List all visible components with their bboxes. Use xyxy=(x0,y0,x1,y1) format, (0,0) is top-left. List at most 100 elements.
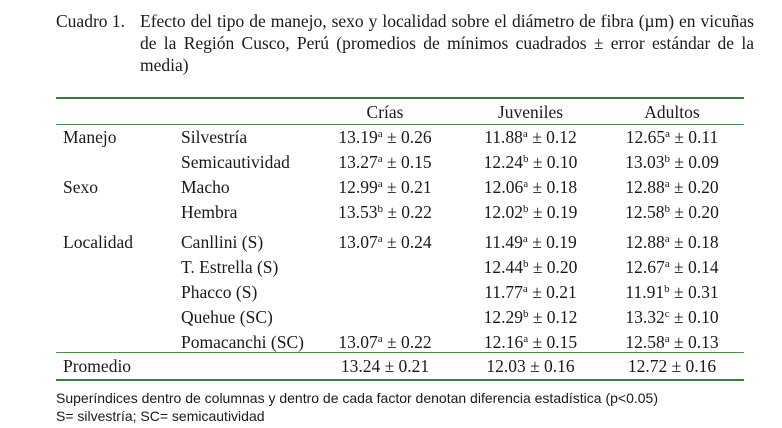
significance-superscript: b xyxy=(664,153,670,165)
significance-superscript: b xyxy=(377,203,383,215)
mean-value: 12.67 xyxy=(625,257,665,277)
significance-superscript: c xyxy=(664,308,670,320)
mean-value: 13.19 xyxy=(338,127,378,147)
total-value-adultos: 12.72 ± 0.16 xyxy=(627,356,717,376)
value-cell-crias: 13.07a ± 0.22 xyxy=(315,331,455,353)
significance-superscript: a xyxy=(522,128,528,140)
value-cell-crias: 13.07a ± 0.24 xyxy=(315,231,455,253)
standard-error: ± 0.10 xyxy=(528,152,578,172)
mean-value: 12.65 xyxy=(625,127,666,147)
value-cell-juveniles: 11.49a ± 0.19 xyxy=(458,231,603,253)
footnote-significance: Superíndices dentro de columnas y dentro… xyxy=(56,390,658,406)
mean-value: 12.88 xyxy=(625,232,665,252)
factor-label: Localidad xyxy=(63,232,133,252)
total-label: Promedio xyxy=(63,356,132,376)
significance-superscript: a xyxy=(664,258,670,270)
value-cell-crias: 13.27a ± 0.15 xyxy=(315,151,455,173)
mean-value: 12.99 xyxy=(338,177,378,197)
standard-error: ± 0.31 xyxy=(669,282,719,302)
standard-error: ± 0.15 xyxy=(528,332,578,352)
value-cell-adultos: 13.32c ± 0.10 xyxy=(608,306,736,328)
standard-error: ± 0.22 xyxy=(382,332,432,352)
value-cell-juveniles: 12.24b ± 0.10 xyxy=(458,151,603,173)
standard-error: ± 0.14 xyxy=(669,257,719,277)
standard-error: ± 0.26 xyxy=(382,127,432,147)
significance-superscript: b xyxy=(664,203,670,215)
significance-superscript: a xyxy=(523,178,529,190)
standard-error: ± 0.20 xyxy=(669,177,719,197)
level-label: Macho xyxy=(181,177,230,197)
standard-error: ± 0.12 xyxy=(528,307,578,327)
significance-superscript: a xyxy=(664,233,670,245)
significance-superscript: b xyxy=(522,203,529,215)
value-cell-adultos: 12.88a ± 0.18 xyxy=(608,231,736,253)
significance-superscript: a xyxy=(523,333,529,345)
significance-superscript: a xyxy=(664,178,670,190)
significance-superscript: b xyxy=(522,308,529,320)
top-rule xyxy=(56,97,744,99)
significance-superscript: a xyxy=(377,153,383,165)
significance-superscript: b xyxy=(664,283,670,295)
standard-error: ± 0.20 xyxy=(528,257,578,277)
level-label: Pomacanchi (SC) xyxy=(181,332,304,352)
footnote-abbreviations: S= silvestría; SC= semicautividad xyxy=(56,408,265,424)
mean-value: 13.03 xyxy=(625,152,665,172)
standard-error: ± 0.20 xyxy=(669,202,719,222)
standard-error: ± 0.10 xyxy=(669,307,719,327)
standard-error: ± 0.22 xyxy=(382,202,432,222)
mean-value: 11.88 xyxy=(484,127,523,147)
level-label: Canllini (S) xyxy=(181,232,264,252)
caption-label: Cuadro 1. xyxy=(56,11,126,31)
level-label: Semicautividad xyxy=(181,152,290,172)
value-cell-crias: 13.19a ± 0.26 xyxy=(315,126,455,148)
level-label: Quehue (SC) xyxy=(181,307,273,327)
header-juveniles: Juveniles xyxy=(497,102,564,122)
value-cell-adultos: 12.65a ± 0.11 xyxy=(608,126,736,148)
value-cell-juveniles: 11.88a ± 0.12 xyxy=(458,126,603,148)
significance-superscript: b xyxy=(522,258,529,270)
value-cell-adultos: 12.58a ± 0.13 xyxy=(608,331,736,353)
value-cell-juveniles: 12.06a ± 0.18 xyxy=(458,176,603,198)
standard-error: ± 0.18 xyxy=(669,232,719,252)
value-cell-juveniles: 12.29b ± 0.12 xyxy=(458,306,603,328)
mean-value: 12.88 xyxy=(625,177,665,197)
level-label: Hembra xyxy=(181,202,238,222)
significance-superscript: a xyxy=(522,283,528,295)
mean-value: 11.49 xyxy=(484,232,523,252)
value-cell-crias: 12.99a ± 0.21 xyxy=(315,176,455,198)
standard-error: ± 0.19 xyxy=(527,232,577,252)
total-value-crias: 13.24 ± 0.21 xyxy=(340,356,430,376)
standard-error: ± 0.12 xyxy=(527,127,577,147)
mean-value: 13.27 xyxy=(338,152,378,172)
mean-value: 12.02 xyxy=(483,202,523,222)
value-cell-adultos: 12.58b ± 0.20 xyxy=(608,201,736,223)
level-label: Phacco (S) xyxy=(181,282,258,302)
total-value-juveniles: 12.03 ± 0.16 xyxy=(486,356,575,376)
mean-value: 13.07 xyxy=(338,232,378,252)
header-crias: Crías xyxy=(366,102,404,122)
mean-value: 13.32 xyxy=(625,307,665,327)
value-cell-juveniles: 12.16a ± 0.15 xyxy=(458,331,603,353)
value-cell-adultos: 12.88a ± 0.20 xyxy=(608,176,736,198)
bottom-rule xyxy=(56,379,744,381)
value-cell-crias: 13.53b ± 0.22 xyxy=(315,201,455,223)
standard-error: ± 0.15 xyxy=(382,152,432,172)
mean-value: 12.29 xyxy=(483,307,523,327)
mean-value: 13.53 xyxy=(338,202,378,222)
standard-error: ± 0.21 xyxy=(382,177,432,197)
mean-value: 12.58 xyxy=(625,332,665,352)
value-cell-juveniles: 12.02b ± 0.19 xyxy=(458,201,603,223)
mean-value: 11.91 xyxy=(625,282,665,302)
value-cell-adultos: 13.03b ± 0.09 xyxy=(608,151,736,173)
factor-label: Sexo xyxy=(63,177,98,197)
standard-error: ± 0.18 xyxy=(528,177,578,197)
level-label: T. Estrella (S) xyxy=(181,257,279,277)
mean-value: 12.44 xyxy=(483,257,523,277)
value-cell-juveniles: 12.44b ± 0.20 xyxy=(458,256,603,278)
body-rule xyxy=(56,352,744,353)
standard-error: ± 0.19 xyxy=(528,202,578,222)
significance-superscript: a xyxy=(377,128,383,140)
significance-superscript: a xyxy=(377,178,383,190)
value-cell-adultos: 11.91b ± 0.31 xyxy=(608,281,736,303)
mean-value: 12.16 xyxy=(483,332,524,352)
